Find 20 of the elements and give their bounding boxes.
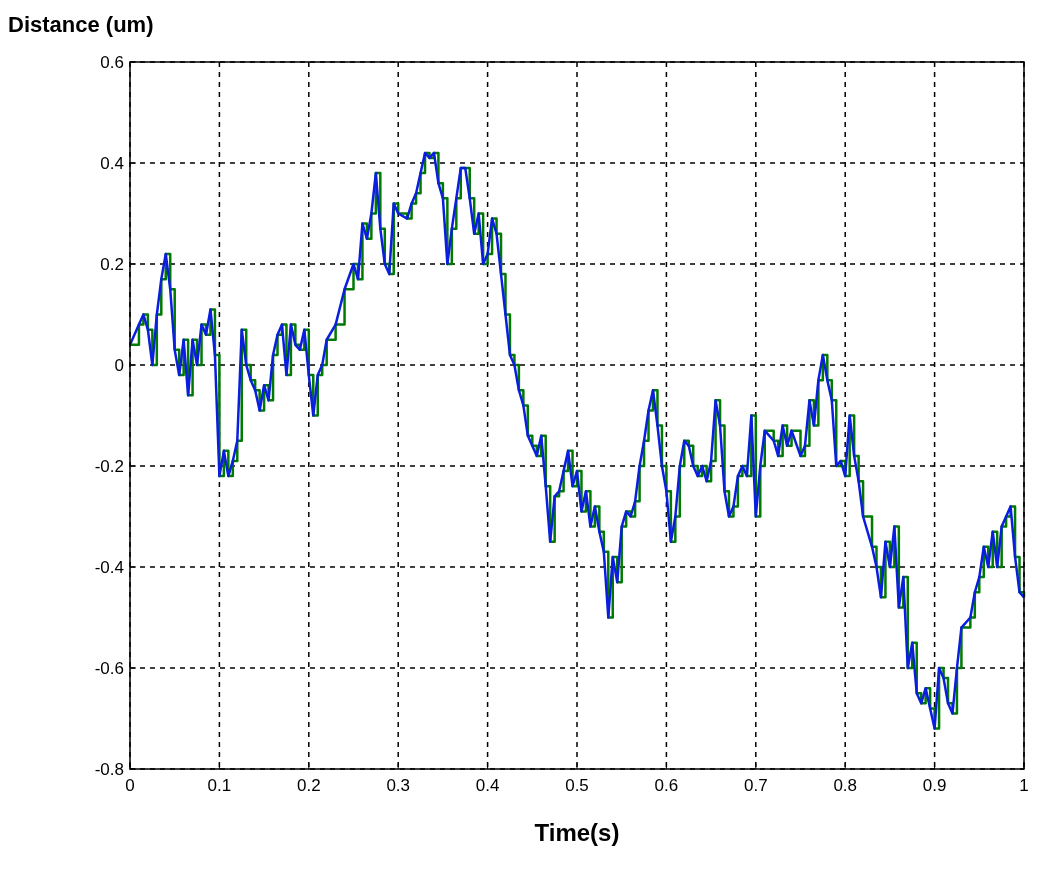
y-tick-label: 0.2: [100, 255, 124, 274]
y-tick-label: -0.4: [94, 558, 124, 577]
y-tick-label: -0.6: [94, 659, 124, 678]
y-tick-label: -0.8: [94, 760, 124, 779]
y-tick-label: -0.2: [94, 457, 124, 476]
x-tick-label: 0.6: [654, 776, 679, 795]
x-tick-label: 1: [1019, 776, 1029, 795]
x-tick-label: 0.9: [922, 776, 947, 795]
x-axis-title: Time(s): [534, 819, 620, 846]
x-tick-label: 0.4: [475, 776, 500, 795]
y-tick-label: 0.6: [100, 53, 124, 72]
y-tick-label: 0: [114, 356, 124, 375]
y-axis-title: Distance (um): [8, 12, 154, 37]
x-tick-label: 0.1: [207, 776, 232, 795]
x-tick-label: 0.7: [743, 776, 768, 795]
x-tick-label: 0.8: [833, 776, 858, 795]
x-tick-label: 0.2: [296, 776, 321, 795]
x-tick-label: 0.3: [386, 776, 411, 795]
y-tick-label: 0.4: [100, 154, 124, 173]
x-tick-label: 0.5: [565, 776, 589, 795]
